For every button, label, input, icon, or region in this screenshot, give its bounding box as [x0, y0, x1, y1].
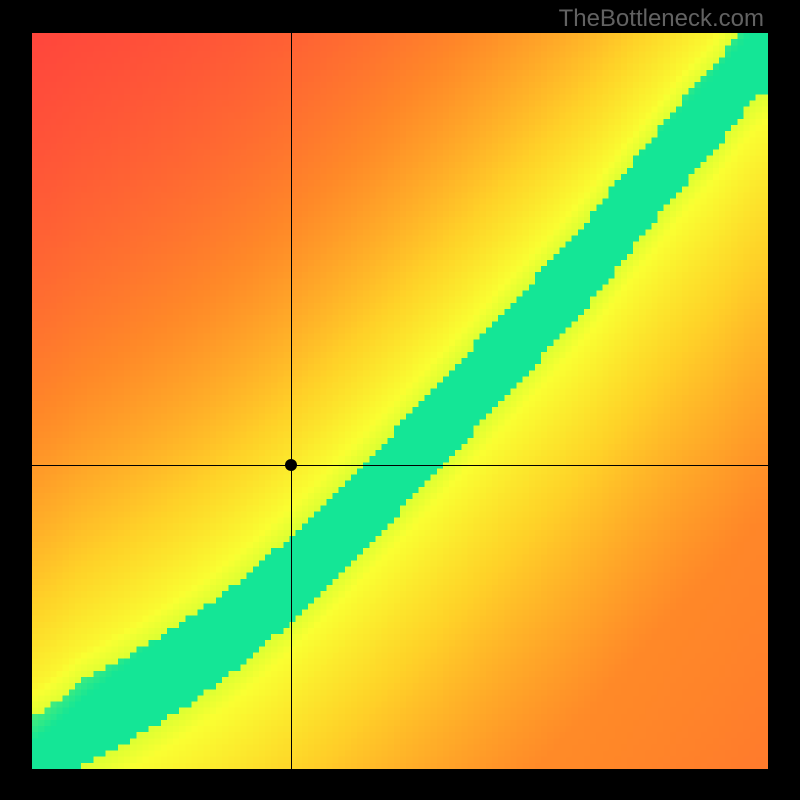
bottleneck-heatmap — [32, 33, 768, 769]
chart-container: TheBottleneck.com — [0, 0, 800, 800]
watermark-text: TheBottleneck.com — [559, 5, 764, 33]
crosshair-horizontal — [32, 465, 768, 466]
crosshair-vertical — [291, 33, 292, 769]
selection-marker — [285, 459, 297, 471]
